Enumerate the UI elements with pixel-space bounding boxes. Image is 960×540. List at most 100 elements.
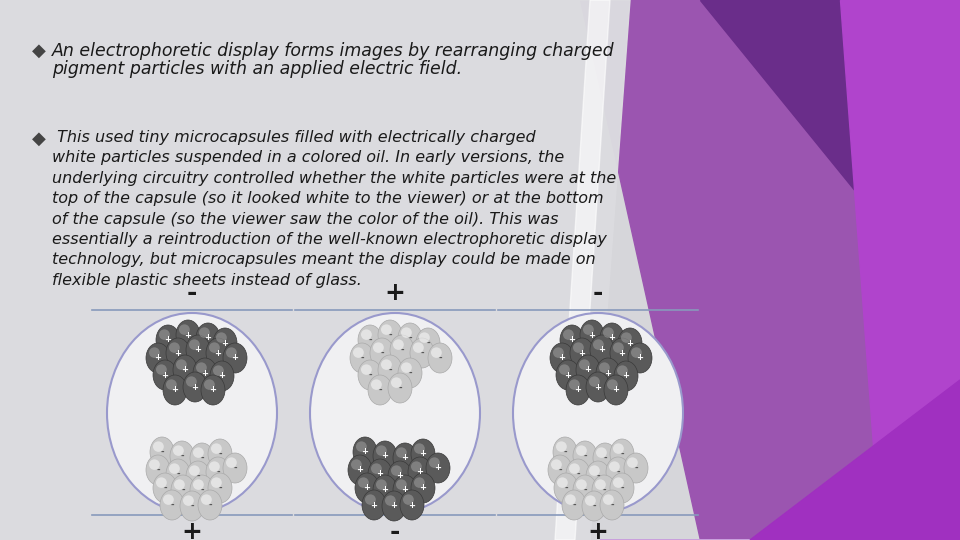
Text: +: + [417, 468, 423, 476]
Ellipse shape [573, 342, 584, 353]
Ellipse shape [554, 473, 578, 503]
Text: -: - [187, 281, 197, 305]
Ellipse shape [388, 373, 412, 403]
Text: +: + [588, 520, 609, 540]
Text: +: + [588, 330, 595, 340]
Ellipse shape [186, 461, 210, 491]
Ellipse shape [381, 325, 392, 335]
Text: +: + [636, 354, 643, 362]
Ellipse shape [414, 477, 424, 488]
Ellipse shape [570, 338, 594, 368]
Ellipse shape [600, 490, 624, 520]
Text: -: - [208, 501, 212, 510]
Text: +: + [618, 348, 626, 357]
Ellipse shape [613, 342, 624, 353]
Ellipse shape [414, 443, 424, 454]
Ellipse shape [159, 329, 170, 340]
Ellipse shape [428, 343, 452, 373]
Polygon shape [840, 0, 960, 540]
Ellipse shape [190, 443, 214, 473]
Ellipse shape [627, 457, 637, 468]
Text: +: + [609, 334, 615, 342]
Text: -: - [388, 330, 392, 340]
Text: -: - [360, 354, 364, 362]
Ellipse shape [149, 347, 159, 358]
Ellipse shape [166, 459, 190, 489]
Text: +: + [391, 502, 397, 510]
Ellipse shape [388, 461, 412, 491]
Ellipse shape [156, 364, 167, 375]
Text: -: - [611, 501, 613, 510]
Ellipse shape [580, 320, 604, 350]
Ellipse shape [548, 455, 572, 485]
Text: +: + [612, 386, 619, 395]
Text: +: + [164, 335, 172, 345]
Ellipse shape [371, 463, 382, 474]
Polygon shape [600, 400, 960, 540]
Ellipse shape [604, 375, 628, 405]
Text: -: - [408, 368, 412, 377]
Ellipse shape [607, 379, 618, 390]
Polygon shape [555, 0, 610, 540]
Ellipse shape [353, 347, 364, 358]
Text: -: - [564, 448, 566, 456]
Ellipse shape [610, 473, 634, 503]
Text: -: - [596, 471, 600, 481]
Text: -: - [390, 520, 400, 540]
Text: -: - [592, 502, 596, 510]
Ellipse shape [201, 375, 225, 405]
Ellipse shape [556, 441, 566, 452]
Ellipse shape [559, 364, 570, 375]
Ellipse shape [361, 329, 372, 340]
Ellipse shape [371, 379, 382, 390]
Ellipse shape [370, 338, 394, 368]
Text: -: - [170, 501, 174, 510]
Ellipse shape [373, 342, 384, 353]
Text: -: - [603, 454, 607, 462]
Text: -: - [583, 485, 587, 495]
Ellipse shape [186, 335, 210, 365]
Text: +: + [605, 368, 612, 377]
Text: +: + [175, 348, 181, 357]
Ellipse shape [163, 494, 174, 505]
Ellipse shape [390, 335, 414, 365]
Ellipse shape [398, 358, 422, 388]
Ellipse shape [358, 325, 382, 355]
Ellipse shape [355, 473, 379, 503]
Text: -: - [400, 346, 404, 354]
Ellipse shape [216, 332, 227, 343]
Ellipse shape [576, 355, 600, 385]
Ellipse shape [183, 495, 194, 506]
Ellipse shape [396, 447, 407, 458]
Ellipse shape [189, 339, 200, 350]
Text: +: + [381, 485, 389, 495]
Text: +: + [420, 483, 426, 492]
Ellipse shape [209, 342, 220, 353]
Ellipse shape [348, 455, 372, 485]
Ellipse shape [391, 377, 402, 388]
Text: +: + [214, 348, 222, 357]
Text: +: + [598, 346, 606, 354]
Text: +: + [371, 501, 377, 510]
Ellipse shape [609, 461, 620, 472]
Text: -: - [216, 468, 220, 476]
Text: -: - [572, 501, 576, 510]
Ellipse shape [378, 355, 402, 385]
Text: -: - [564, 483, 567, 492]
Text: -: - [233, 463, 237, 472]
Ellipse shape [614, 361, 638, 391]
Ellipse shape [593, 339, 604, 350]
Text: +: + [222, 339, 228, 348]
Ellipse shape [351, 460, 362, 470]
Ellipse shape [595, 480, 606, 490]
Ellipse shape [173, 355, 197, 385]
Ellipse shape [624, 453, 648, 483]
Ellipse shape [211, 477, 222, 488]
Ellipse shape [393, 339, 404, 350]
Ellipse shape [365, 494, 375, 505]
Ellipse shape [204, 379, 215, 390]
Ellipse shape [398, 323, 422, 353]
Ellipse shape [585, 495, 596, 506]
Text: -: - [408, 334, 412, 342]
Text: +: + [362, 448, 369, 456]
